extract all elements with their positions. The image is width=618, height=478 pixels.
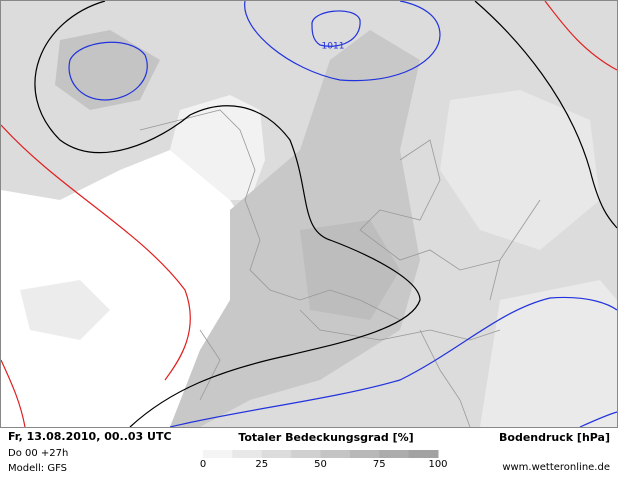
colorbar-step <box>320 450 351 458</box>
colorbar-step <box>408 450 439 458</box>
colorbar-tick-label: 100 <box>428 459 447 470</box>
colorbar-tick-label: 50 <box>314 459 327 470</box>
model: Modell: GFS <box>8 463 67 474</box>
colorbar-tick-label: 0 <box>200 459 206 470</box>
colorbar-step <box>379 450 410 458</box>
legend-title: Totaler Bedeckungsgrad [%] <box>238 431 413 444</box>
colorbar-step <box>232 450 263 458</box>
date: Fr, 13.08.2010, 00..03 UTC <box>8 430 172 443</box>
isobars <box>0 0 618 428</box>
colorbar-step <box>349 450 380 458</box>
colorbar-step <box>261 450 292 458</box>
run: Do 00 +27h <box>8 448 68 459</box>
colorbar-step <box>203 450 233 458</box>
pressure-title: Bodendruck [hPa] <box>499 431 610 444</box>
colorbar-tick-label: 25 <box>255 459 268 470</box>
colorbar-step <box>291 450 321 458</box>
colorbar-tick-label: 75 <box>373 459 386 470</box>
borders <box>139 109 541 428</box>
source: wwm.wetteronline.de <box>502 462 610 473</box>
isobar-label: 1011 <box>322 42 345 52</box>
